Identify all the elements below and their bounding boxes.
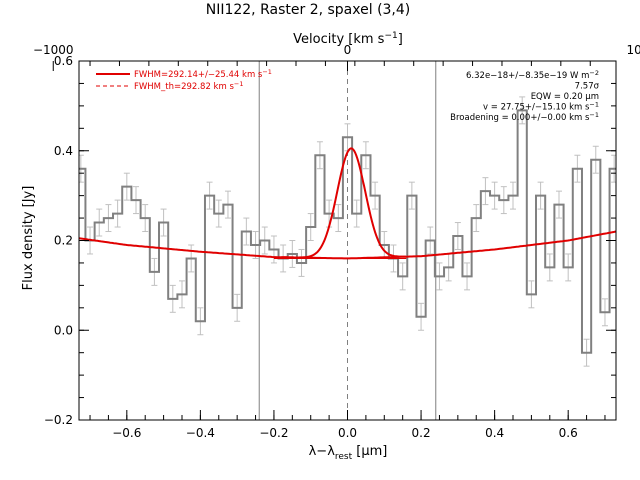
annotation-sup-0: −2 (589, 69, 599, 77)
annotation-0: 6.32e−18+/−8.35e−19 W m−2 (466, 69, 599, 81)
top-tick-label-0: −1000 (33, 43, 74, 57)
x-tick-label-3: 0.0 (338, 426, 357, 440)
legend-label-0: FWHM=292.14+/−25.44 km s−1 (134, 68, 272, 80)
x-tick-label-2: −0.2 (259, 426, 288, 440)
axes: −0.6 −0.4 −0.2 0.0 0.2 0.4 0.6 −0.2 0.0 0.2 0.4 0.6… (33, 43, 640, 440)
annotation-3: v = 27.75+/−15.10 km s−1 (483, 101, 599, 113)
annotation-text-3: v = 27.75+/−15.10 km s (483, 103, 590, 113)
x-axis-unit: [μm] (352, 444, 387, 459)
top-tick-label-2: 1000 (626, 43, 640, 57)
x-axis-title: λ−λrest [μm] (309, 444, 388, 462)
y-tick-label-2: 0.2 (54, 234, 73, 248)
legend-text-1: FWHM_th=292.82 km s (134, 82, 234, 92)
annotation-1: 7.57σ (575, 82, 600, 92)
annotation-text-2: EQW = 0.20 μm (531, 92, 599, 102)
annotation-sup-3: −1 (589, 101, 599, 109)
x-tick-label-0: −0.6 (112, 426, 141, 440)
legend-label-1: FWHM_th=292.82 km s−1 (134, 80, 243, 92)
legend-text-0: FWHM=292.14+/−25.44 km s (134, 70, 263, 80)
annotation-sup-4: −1 (589, 111, 599, 119)
legend-sup-0: −1 (262, 68, 272, 76)
y-axis-title: Flux density [Jy] (21, 186, 36, 291)
top-axis-close: ] (398, 32, 403, 47)
x-tick-label-1: −0.4 (186, 426, 215, 440)
plot-content (79, 61, 616, 420)
plot-area (79, 61, 616, 420)
fit-gaussian-curve (281, 147, 406, 259)
legend-sup-1: −1 (234, 80, 244, 88)
top-axis-sup: −1 (384, 31, 397, 41)
x-axis-label: λ−λ (309, 444, 336, 459)
annotation-2: EQW = 0.20 μm (531, 92, 599, 102)
y-tick-label-4: 0.6 (54, 54, 73, 68)
x-tick-label-4: 0.2 (412, 426, 431, 440)
y-tick-label-0: −0.2 (44, 413, 73, 427)
annotation-text-1: 7.57σ (575, 82, 600, 92)
x-tick-label-5: 0.4 (485, 426, 504, 440)
x-axis-sub: rest (335, 452, 353, 462)
annotation-4: Broadening = 0.00+/−0.00 km s−1 (450, 111, 599, 123)
legend: FWHM=292.14+/−25.44 km s−1FWHM_th=292.82… (96, 68, 272, 92)
x-tick-label-6: 0.6 (559, 426, 578, 440)
spectrum-line (79, 109, 616, 354)
annotation-text-4: Broadening = 0.00+/−0.00 km s (450, 113, 590, 123)
top-axis-title: Velocity [km s−1] (293, 31, 403, 47)
chart-title: NII122, Raster 2, spaxel (3,4) (206, 2, 411, 18)
top-axis-label: Velocity [km s (293, 32, 385, 47)
y-tick-label-1: 0.0 (54, 323, 73, 337)
y-tick-label-3: 0.4 (54, 144, 73, 158)
top-tick-label-1: 0 (344, 43, 352, 57)
annotation-text-0: 6.32e−18+/−8.35e−19 W m (466, 71, 589, 81)
